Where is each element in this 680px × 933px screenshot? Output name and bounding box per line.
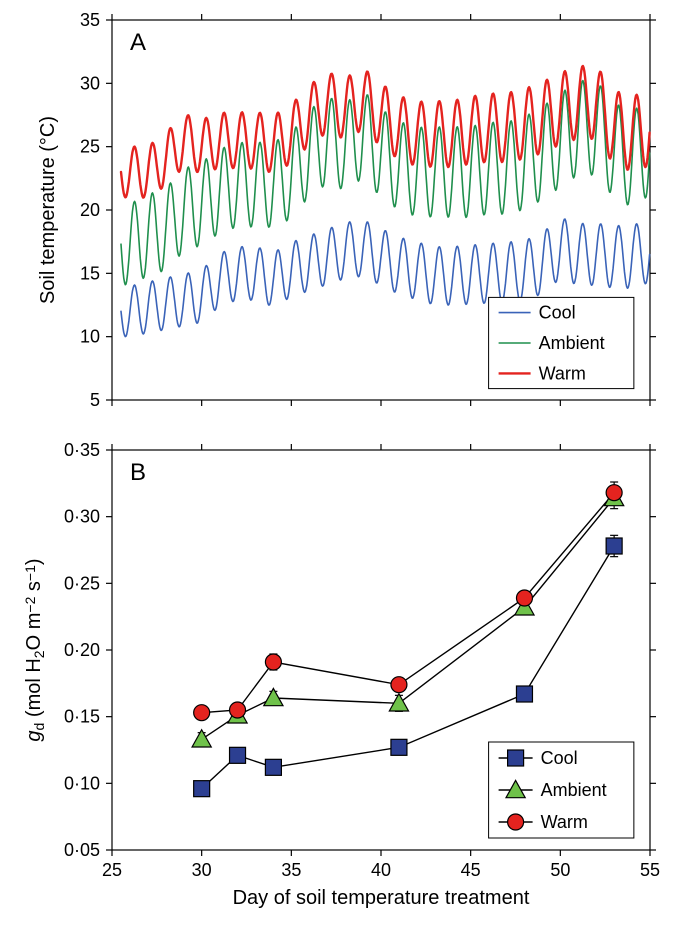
panelB-xlabel: Day of soil temperature treatment: [233, 887, 530, 909]
panelB-xtick: 30: [192, 860, 212, 880]
panelA-ytick: 25: [80, 137, 100, 157]
panelB-ytick: 0·25: [64, 573, 100, 593]
panelB-ytick: 0·35: [64, 440, 100, 460]
panelB-ytick: 0·20: [64, 640, 100, 660]
panelB-legend-label: Cool: [541, 748, 578, 768]
panelB-xtick: 35: [281, 860, 301, 880]
panelA-letter: A: [130, 29, 146, 56]
figure-svg: 5 10 15 20 25 30 35 Soil temperature (°C) A Cool A…: [0, 0, 680, 933]
panelB-ytick: 0·05: [64, 840, 100, 860]
panelA-ytick: 20: [80, 200, 100, 220]
panelB-letter: B: [130, 459, 146, 486]
panelA-legend-label: Ambient: [539, 333, 605, 353]
panelA-legend-label: Warm: [539, 363, 586, 383]
panelB-ytick: 0·10: [64, 773, 100, 793]
panelB-ylabel: gd (mol H2O m−2 s−1): [22, 558, 46, 741]
panelB-xtick: 50: [550, 860, 570, 880]
panelB-line-warm: [202, 493, 614, 713]
panelA-ytick: 30: [80, 73, 100, 93]
panelA-legend-label: Cool: [539, 303, 576, 323]
panelB-legend-label: Warm: [541, 812, 588, 832]
panelA-ytick: 5: [90, 390, 100, 410]
panelB-xtick: 25: [102, 860, 122, 880]
panelB-xtick: 45: [461, 860, 481, 880]
panelA-ytick: 15: [80, 263, 100, 283]
panelB-ytick: 0·15: [64, 707, 100, 727]
panelA-ytick: 35: [80, 10, 100, 30]
panelA-ylabel: Soil temperature (°C): [37, 116, 59, 304]
panelA-ytick: 10: [80, 327, 100, 347]
panelB-legend-label: Ambient: [541, 780, 607, 800]
panelB-line-ambient: [202, 498, 614, 739]
panelB-ytick: 0·30: [64, 507, 100, 527]
panelA-series-warm: [121, 66, 650, 198]
panelB-xtick: 55: [640, 860, 660, 880]
panelB-xtick: 40: [371, 860, 391, 880]
